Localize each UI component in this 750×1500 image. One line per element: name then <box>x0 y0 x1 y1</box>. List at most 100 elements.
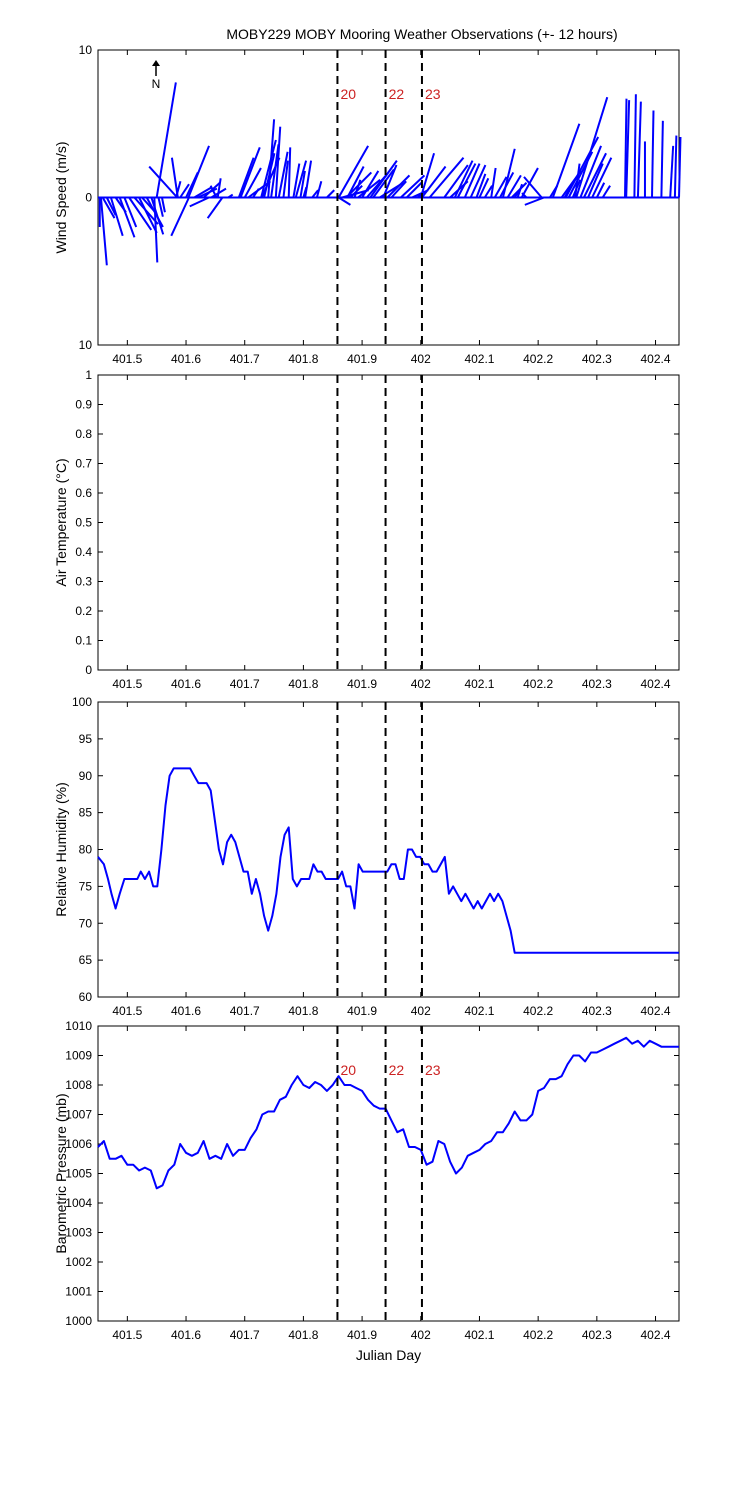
y-tick-label: 10 <box>79 43 93 57</box>
plot-frame <box>97 374 680 671</box>
x-tick-label: 401.7 <box>230 1004 260 1018</box>
wind-stick <box>315 181 323 198</box>
x-tick-label: 401.8 <box>288 352 318 366</box>
wind-stick <box>579 145 602 198</box>
x-tick-label: 401.5 <box>112 1004 142 1018</box>
x-tick-label: 401.6 <box>171 1004 201 1018</box>
y-axis-label: Relative Humidity (%) <box>53 782 69 917</box>
y-tick-label: 1 <box>85 368 92 382</box>
marker-label-23: 23 <box>425 1062 441 1078</box>
y-axis-label: Air Temperature (°C) <box>53 458 69 586</box>
y-tick-label: 10 <box>79 338 93 352</box>
x-tick-label: 401.6 <box>171 677 201 691</box>
wind-stick <box>209 185 218 198</box>
y-tick-label: 90 <box>79 769 93 783</box>
x-tick-label: 402.4 <box>641 1328 671 1342</box>
x-tick-label: 402 <box>411 352 431 366</box>
wind-stick <box>118 197 136 238</box>
y-tick-label: 0 <box>85 191 92 205</box>
wind-stick <box>478 177 490 198</box>
wind-stick <box>270 144 280 198</box>
wind-stick <box>105 197 117 216</box>
y-tick-label: 0.3 <box>75 575 92 589</box>
x-tick-label: 402.4 <box>641 352 671 366</box>
x-tick-label: 401.7 <box>230 1328 260 1342</box>
wind-stick <box>490 167 497 198</box>
wind-stick <box>187 145 210 198</box>
x-axis-label: Julian Day <box>356 1347 421 1363</box>
wind-stick <box>673 135 678 198</box>
wind-stick <box>678 137 682 198</box>
y-tick-label: 0.2 <box>75 604 92 618</box>
wind-stick <box>382 164 398 198</box>
panel-4: 401.5 401.6 401.7 401.8 401.9 402 402.1 402.2 40… <box>53 1019 680 1363</box>
wind-stick <box>428 157 465 199</box>
y-tick-label: 80 <box>79 843 93 857</box>
panels: 401.5 401.6 401.7 401.8 401.9 402 402.1 402.2 40… <box>53 43 682 1363</box>
wind-stick <box>287 147 292 198</box>
y-tick-label: 100 <box>72 695 92 709</box>
wind-stick <box>326 189 335 199</box>
wind-stick <box>252 188 260 199</box>
wind-stick <box>595 182 606 198</box>
wind-stick <box>483 185 493 199</box>
wind-stick <box>575 96 609 198</box>
wind-stick <box>237 157 255 198</box>
wind-stick <box>311 189 319 199</box>
wind-stick <box>193 186 213 199</box>
series-line <box>97 1036 679 1190</box>
x-tick-label: 401.7 <box>230 352 260 366</box>
wind-stick <box>260 139 277 198</box>
wind-stick <box>227 193 234 199</box>
y-tick-label: 0.5 <box>75 516 92 530</box>
wind-stick <box>292 163 301 198</box>
x-tick-label: 401.9 <box>347 1004 377 1018</box>
y-tick-label: 1001 <box>65 1285 92 1299</box>
x-tick-label: 402.3 <box>582 1328 612 1342</box>
wind-stick <box>469 164 487 198</box>
y-tick-label: 1006 <box>65 1137 92 1151</box>
x-tick-label: 402 <box>411 1328 431 1342</box>
x-tick-label: 402 <box>411 1004 431 1018</box>
y-tick-label: 70 <box>79 916 93 930</box>
wind-stick <box>400 174 426 199</box>
wind-stick <box>636 101 642 198</box>
y-tick-label: 1003 <box>65 1226 92 1240</box>
wind-stick <box>574 163 581 198</box>
wind-stick <box>239 146 261 198</box>
wind-stick <box>155 82 177 198</box>
wind-stick <box>421 165 447 199</box>
wind-stick <box>99 197 108 266</box>
north-arrow-icon <box>152 60 160 66</box>
x-tick-label: 401.8 <box>288 1328 318 1342</box>
wind-stick <box>157 197 164 217</box>
wind-stick <box>633 94 637 198</box>
x-tick-label: 402.2 <box>523 677 553 691</box>
wind-stick <box>660 120 664 198</box>
x-tick-label: 401.9 <box>347 352 377 366</box>
wind-stick <box>591 157 613 198</box>
x-tick-label: 402.3 <box>582 352 612 366</box>
x-tick-label: 401.9 <box>347 677 377 691</box>
x-tick-label: 402.3 <box>582 677 612 691</box>
wind-stick <box>304 160 313 198</box>
wind-stick <box>372 168 395 199</box>
y-tick-label: 0 <box>85 663 92 677</box>
panel-3: 401.5 401.6 401.7 401.8 401.9 402 402.1 402.2 40… <box>53 695 680 1018</box>
wind-stick <box>216 178 222 198</box>
wind-stick <box>453 160 474 198</box>
wind-stick <box>277 151 289 198</box>
wind-stick <box>267 119 276 198</box>
wind-stick <box>148 165 178 199</box>
y-tick-label: 1004 <box>65 1196 92 1210</box>
wind-stick <box>206 196 224 219</box>
wind-stick <box>521 192 528 199</box>
marker-label-22: 22 <box>389 86 405 102</box>
x-tick-label: 402.1 <box>464 677 494 691</box>
wind-stick <box>274 126 282 198</box>
wind-stick <box>243 167 262 198</box>
wind-stick <box>506 174 522 199</box>
wind-stick <box>456 163 477 198</box>
wind-stick <box>551 123 581 198</box>
wind-stick <box>524 196 545 206</box>
